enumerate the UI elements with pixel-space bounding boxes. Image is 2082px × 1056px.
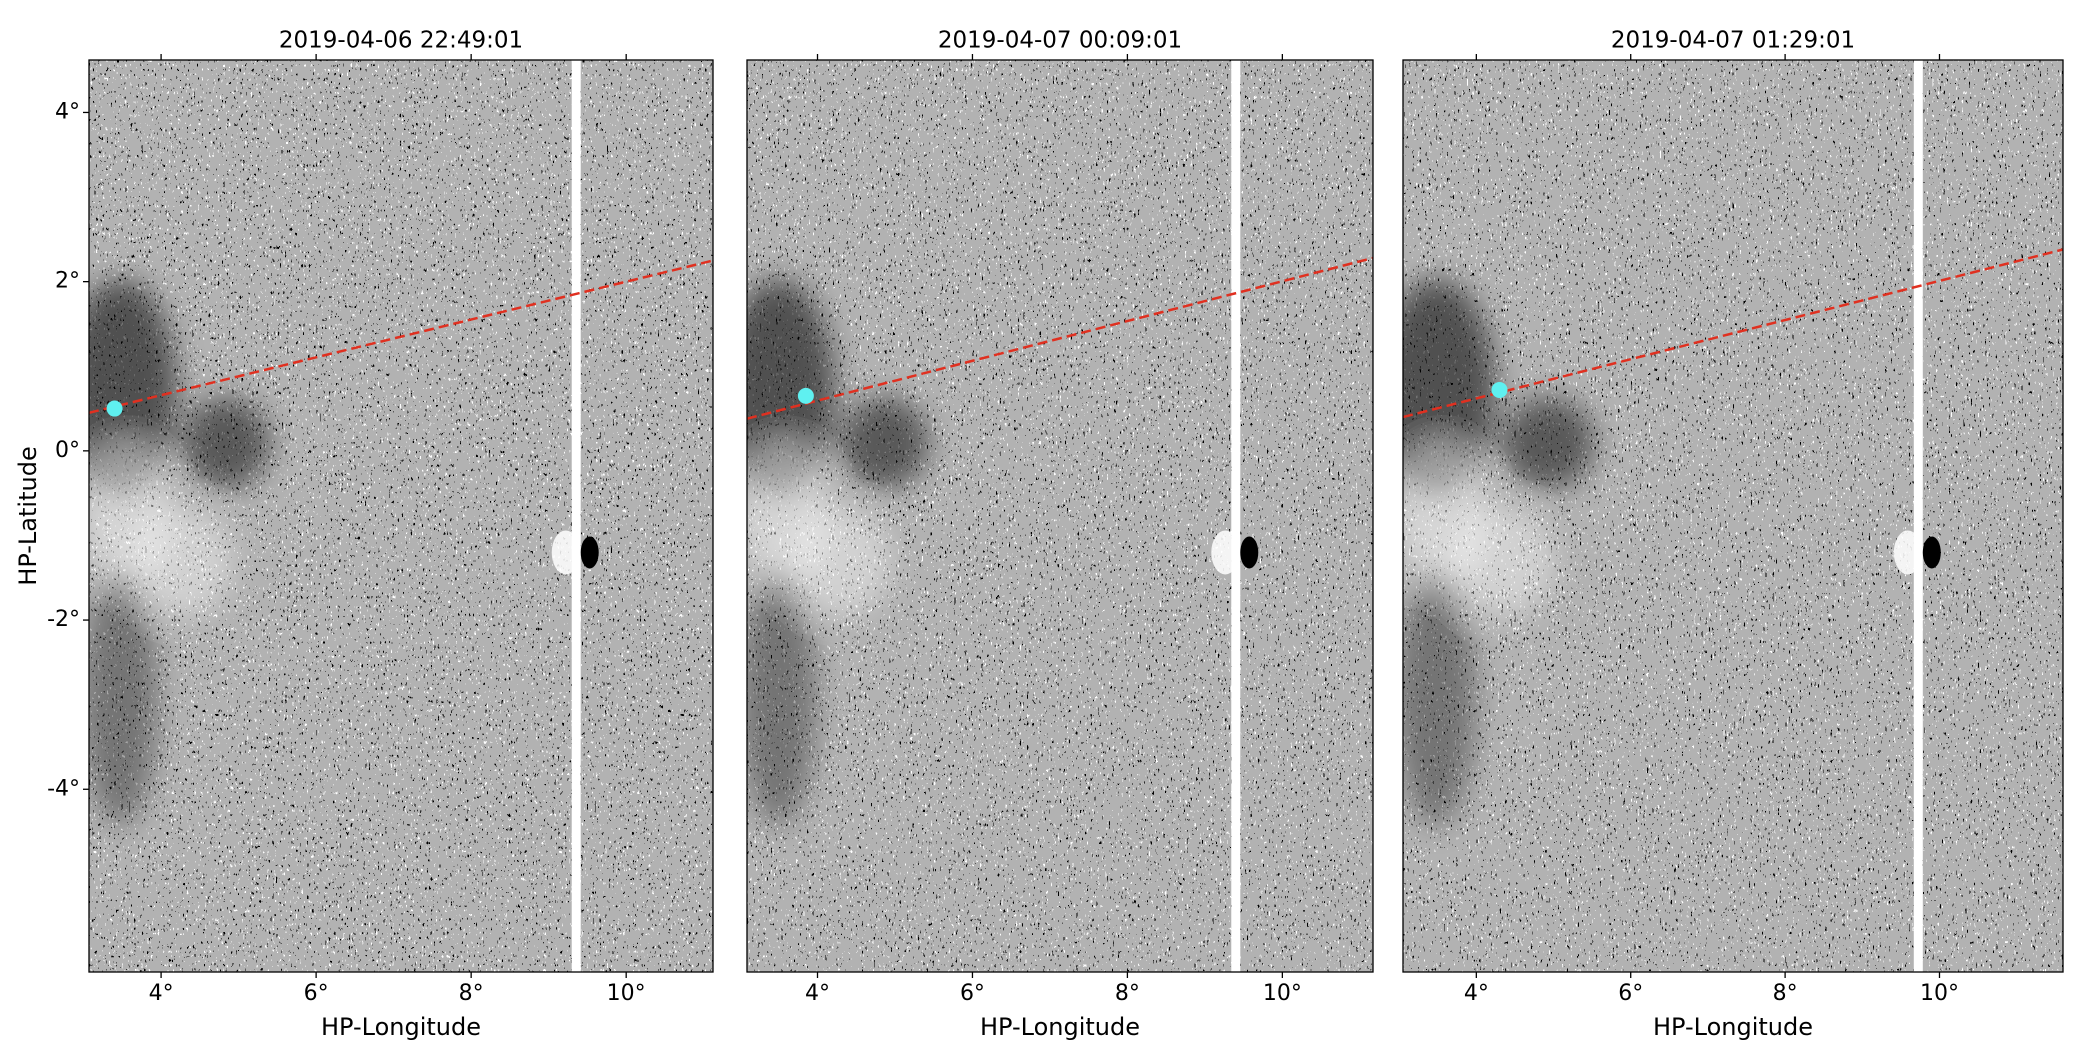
blob: [747, 278, 835, 498]
blob: [747, 570, 816, 827]
x-tick-label: 8°: [459, 981, 484, 1006]
x-tick-label: 4°: [805, 981, 830, 1006]
track-line: [89, 259, 713, 415]
panel-title: 2019-04-07 00:09:01: [938, 28, 1182, 54]
blob: [89, 570, 158, 827]
y-tick-label: 2°: [55, 269, 80, 294]
y-tick-label: 4°: [55, 99, 80, 124]
x-tick-label: 8°: [1773, 981, 1798, 1006]
structures: [747, 278, 929, 827]
x-tick-label: 10°: [1920, 981, 1959, 1006]
marker-point: [1491, 381, 1508, 398]
panel-title: 2019-04-06 22:49:01: [279, 28, 523, 54]
difference-image: [89, 60, 713, 972]
blob: [132, 506, 233, 617]
x-tick-label: 4°: [1464, 981, 1489, 1006]
marker-point: [797, 387, 814, 404]
blob: [1403, 278, 1496, 498]
axes-frame: [1402, 59, 2064, 973]
blob: [1502, 397, 1595, 489]
blob: [1449, 506, 1555, 617]
marker-point: [106, 400, 123, 417]
track-line: [747, 256, 1373, 420]
bright-spot: [1893, 530, 1922, 575]
structures: [89, 278, 270, 827]
blob: [790, 506, 891, 617]
panel: 2019-04-07 01:29:01 HP-Longitude 4° 6° 8° 10°: [1402, 28, 2064, 1041]
x-tick-label: 6°: [304, 981, 329, 1006]
difference-image: [1403, 60, 2063, 972]
y-tick-label: 0°: [55, 438, 80, 463]
blob: [1403, 570, 1476, 827]
dark-spot: [580, 536, 599, 569]
y-tick-label: -2°: [47, 607, 80, 632]
x-tick-label: 8°: [1115, 981, 1140, 1006]
structures: [1403, 278, 1595, 827]
dark-spot: [1922, 536, 1941, 569]
y-axis-label: HP-Latitude: [14, 446, 42, 585]
x-tick-label: 6°: [1618, 981, 1643, 1006]
track-line: [1403, 248, 2063, 419]
x-axis-label: HP-Longitude: [1653, 1013, 1813, 1041]
bright-spot: [551, 530, 580, 575]
panel: 2019-04-06 22:49:01 HP-Longitude 4° 6° 8° 10°…: [14, 28, 714, 1041]
bright-spot: [1211, 530, 1240, 575]
panel: 2019-04-07 00:09:01 HP-Longitude 4° 6° 8° 10°: [746, 28, 1374, 1041]
axes-frame: [746, 59, 1374, 973]
x-tick-label: 6°: [960, 981, 985, 1006]
blob: [89, 278, 177, 498]
blob: [840, 397, 929, 489]
blob: [182, 397, 270, 489]
difference-image: [747, 60, 1373, 972]
dark-spot: [1240, 536, 1259, 569]
x-axis-label: HP-Longitude: [980, 1013, 1140, 1041]
y-tick-label: -4°: [47, 776, 80, 801]
x-tick-label: 10°: [1263, 981, 1302, 1006]
panel-title: 2019-04-07 01:29:01: [1611, 28, 1855, 54]
axes-frame: [88, 59, 714, 973]
white-stripe: [571, 60, 581, 972]
white-stripe: [1913, 60, 1923, 972]
x-tick-label: 10°: [607, 981, 646, 1006]
x-tick-label: 4°: [149, 981, 174, 1006]
x-axis-label: HP-Longitude: [321, 1013, 481, 1041]
white-stripe: [1231, 60, 1241, 972]
